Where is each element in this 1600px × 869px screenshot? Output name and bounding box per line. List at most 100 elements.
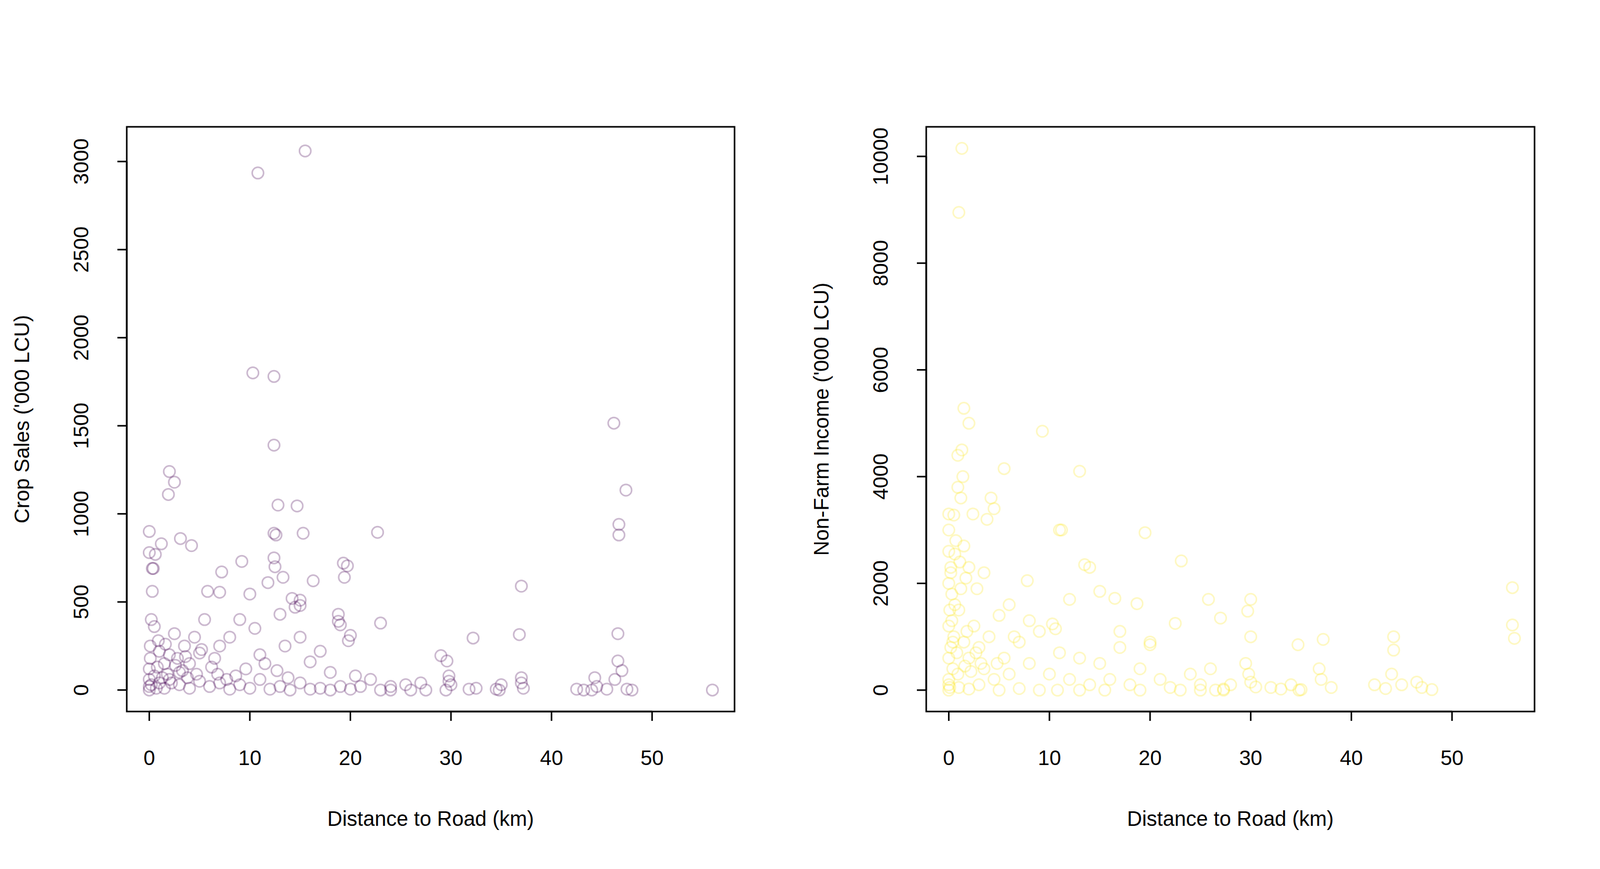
point — [249, 622, 261, 634]
point — [1134, 684, 1146, 696]
point — [202, 585, 214, 597]
point — [1073, 651, 1086, 664]
point — [269, 560, 281, 572]
point — [163, 465, 176, 477]
point — [440, 684, 452, 696]
x-axis-title: Distance to Road (km) — [1127, 806, 1335, 830]
point — [145, 613, 157, 625]
point — [384, 684, 397, 696]
figure: 01020304050050010001500200025003000Dista… — [0, 0, 1600, 869]
y-axis-title: Non-Farm Income ('000 LCU) — [809, 282, 833, 556]
point — [1055, 524, 1068, 536]
point — [223, 631, 236, 643]
y-tick-label: 0 — [69, 684, 93, 696]
point — [954, 555, 966, 568]
point — [1249, 681, 1262, 693]
point — [216, 566, 228, 578]
point — [334, 618, 346, 631]
point — [1036, 425, 1049, 437]
point — [1425, 683, 1438, 696]
point — [344, 683, 357, 695]
point — [234, 613, 246, 625]
x-tick-label: 40 — [539, 745, 564, 769]
point — [244, 588, 256, 600]
y-tick-label: 2000 — [869, 560, 892, 607]
point — [304, 655, 316, 668]
x-tick — [1249, 711, 1252, 721]
point — [1043, 668, 1056, 680]
x-axis-line — [948, 710, 1452, 713]
point — [956, 142, 968, 154]
point — [291, 499, 303, 512]
point — [957, 540, 970, 552]
y-tick — [916, 368, 927, 371]
point — [706, 684, 718, 696]
point — [338, 571, 351, 583]
points — [143, 144, 718, 696]
point — [1073, 465, 1086, 477]
x-tick — [349, 711, 352, 721]
point — [1315, 673, 1327, 685]
point — [1131, 597, 1143, 609]
point — [1292, 638, 1304, 651]
x-tick — [148, 711, 151, 721]
point — [1317, 633, 1329, 645]
point — [195, 643, 208, 656]
point — [284, 684, 296, 696]
point — [957, 635, 970, 648]
point — [467, 632, 479, 644]
y-tick-label: 2000 — [69, 314, 93, 361]
point — [620, 484, 632, 496]
y-tick-label: 6000 — [869, 346, 892, 393]
point — [1175, 554, 1188, 567]
point — [183, 682, 196, 694]
point — [254, 648, 266, 661]
point — [1094, 585, 1106, 597]
point — [1144, 635, 1156, 648]
point — [608, 417, 620, 429]
point — [420, 684, 432, 696]
point — [515, 580, 528, 592]
y-axis-line — [925, 156, 928, 690]
point — [493, 684, 505, 696]
point — [1013, 682, 1025, 695]
y-tick — [916, 262, 927, 264]
point — [179, 650, 192, 662]
point — [963, 417, 975, 429]
point — [1144, 638, 1156, 651]
point — [612, 528, 625, 541]
point — [1379, 682, 1392, 695]
point — [1184, 668, 1196, 680]
point — [993, 609, 1005, 621]
point — [953, 206, 965, 219]
point — [960, 571, 972, 584]
point — [1063, 673, 1076, 685]
point — [1154, 673, 1166, 685]
point — [945, 614, 958, 626]
point — [1202, 593, 1215, 605]
point — [985, 491, 997, 504]
point — [294, 631, 306, 643]
y-tick-label: 8000 — [869, 240, 892, 287]
point — [1051, 684, 1064, 696]
point — [169, 659, 182, 671]
point — [364, 673, 377, 685]
point — [975, 657, 987, 669]
point — [274, 608, 286, 620]
x-tick-label: 30 — [439, 745, 463, 769]
point — [205, 661, 218, 673]
y-tick — [117, 424, 127, 427]
x-tick — [1048, 711, 1051, 721]
point — [570, 683, 583, 695]
x-tick — [651, 711, 653, 721]
point — [983, 630, 995, 643]
panel: 010203040500200040006000800010000Distanc… — [809, 126, 1535, 830]
y-tick — [117, 601, 127, 603]
y-tick — [117, 512, 127, 515]
y-tick — [916, 155, 927, 157]
point — [998, 462, 1010, 475]
point — [1240, 657, 1252, 669]
point — [609, 673, 621, 685]
point — [282, 671, 295, 684]
y-tick-label: 1000 — [69, 490, 93, 537]
